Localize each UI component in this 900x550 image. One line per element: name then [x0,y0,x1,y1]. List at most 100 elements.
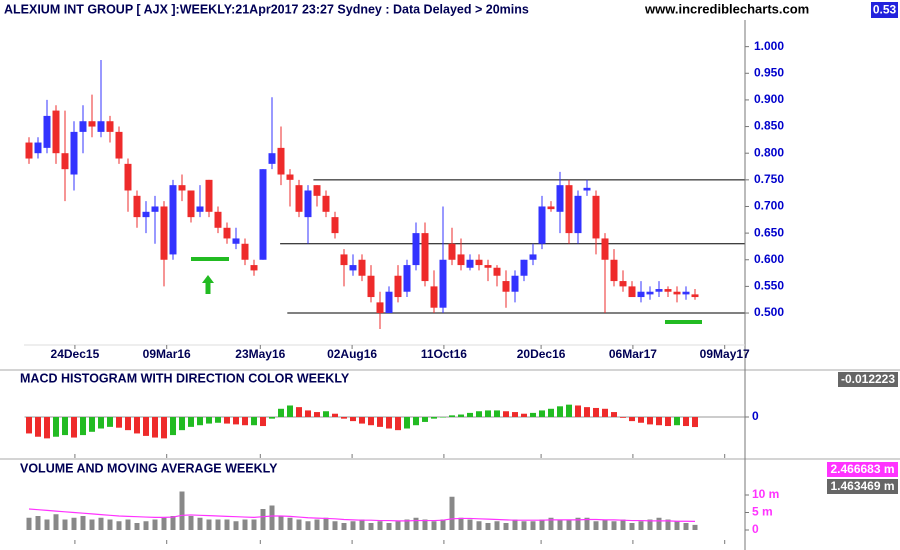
candle-body [502,281,510,292]
volume-bar [323,517,329,530]
candle-body [349,265,357,271]
macd-bar [512,412,518,417]
macd-bar [44,417,50,439]
volume-bar [665,519,671,530]
macd-bar [485,410,491,417]
macd-bar [503,411,509,417]
volume-bar [98,517,104,530]
macd-bar [359,417,365,424]
macd-bar [692,417,698,428]
macd-bar [422,417,428,422]
candle-body [313,185,321,196]
macd-bar [638,417,644,423]
macd-bar [611,412,617,417]
volume-bar [602,519,608,530]
candle-body [466,259,474,268]
macd-bar [602,408,608,417]
macd-bar [224,417,230,424]
macd-bar [206,417,212,424]
macd-bar [593,407,599,417]
macd-bar [521,413,527,417]
candle-body [673,291,681,295]
candle-body [25,142,33,159]
volume-bar [53,514,59,530]
macd-bar [161,417,167,439]
volume-bar [107,519,113,530]
candle-body [520,259,528,276]
candle-body [394,275,402,298]
volume-bar [143,521,149,530]
x-tick-label: 23May16 [235,347,285,361]
macd-bar [449,415,455,417]
macd-bar [368,417,374,426]
volume-bar [62,519,68,530]
volume-bar [188,516,194,530]
macd-bar [530,412,536,417]
candle-body [682,291,690,295]
candle-body [151,206,159,212]
volume-bar [548,517,554,530]
ma-last-box [827,462,898,477]
macd-bar [386,417,392,429]
candle-body [493,267,501,276]
volume-bar [512,519,518,530]
candle-body [196,206,204,212]
candle-body [430,286,438,308]
candle-body [340,254,348,266]
volume-bar [440,519,446,530]
volume-bar [215,519,221,530]
volume-bar [683,523,689,530]
candle-body [115,131,123,159]
y-tick-label: 0.700 [754,199,784,213]
macd-bar [296,407,302,417]
candle-body [367,275,375,298]
macd-bar [125,417,131,431]
macd-bar [539,410,545,417]
macd-bar [116,417,122,428]
macd-bar [152,417,158,438]
ma-last: 2.466683 m [830,462,894,476]
macd-last-box [838,372,898,387]
volume-bar [44,519,50,530]
macd-bar [674,417,680,426]
volume-bar [584,517,590,530]
volume-last: 1.463469 m [830,479,894,493]
candle-body [133,195,141,218]
candle-body [79,121,87,132]
candle-body [70,131,78,175]
macd-bar [440,417,446,418]
volume-bar [26,517,32,530]
x-tick-label: 11Oct16 [421,347,467,361]
candle-body [43,115,51,148]
candle-body [259,169,267,260]
volume-bar [395,521,401,530]
macd-bar [620,417,626,418]
volume-bar [179,491,185,530]
candle-body [124,163,132,191]
volume-bar [431,521,437,530]
volume-bar [35,516,41,530]
macd-bar [629,417,635,422]
candle-body [646,291,654,295]
candle-body [106,121,114,132]
candle-body [241,243,249,260]
candle-body [556,185,564,212]
candle-body [637,291,645,298]
volume-bar [368,523,374,530]
macd-bar [404,417,410,429]
candle-body [628,286,636,298]
macd-bar [107,417,113,427]
volume-bar [539,519,545,530]
y-tick-label: 0.650 [754,225,784,239]
volume-bar [314,519,320,530]
volume-bar [116,521,122,530]
candle-body [565,185,573,234]
last-price-box [871,2,898,18]
volume-bar [611,521,617,530]
macd-bar [62,417,68,436]
macd-bar [377,417,383,427]
macd-bar [584,407,590,417]
macd-bar [656,417,662,426]
volume-bar [332,521,338,530]
